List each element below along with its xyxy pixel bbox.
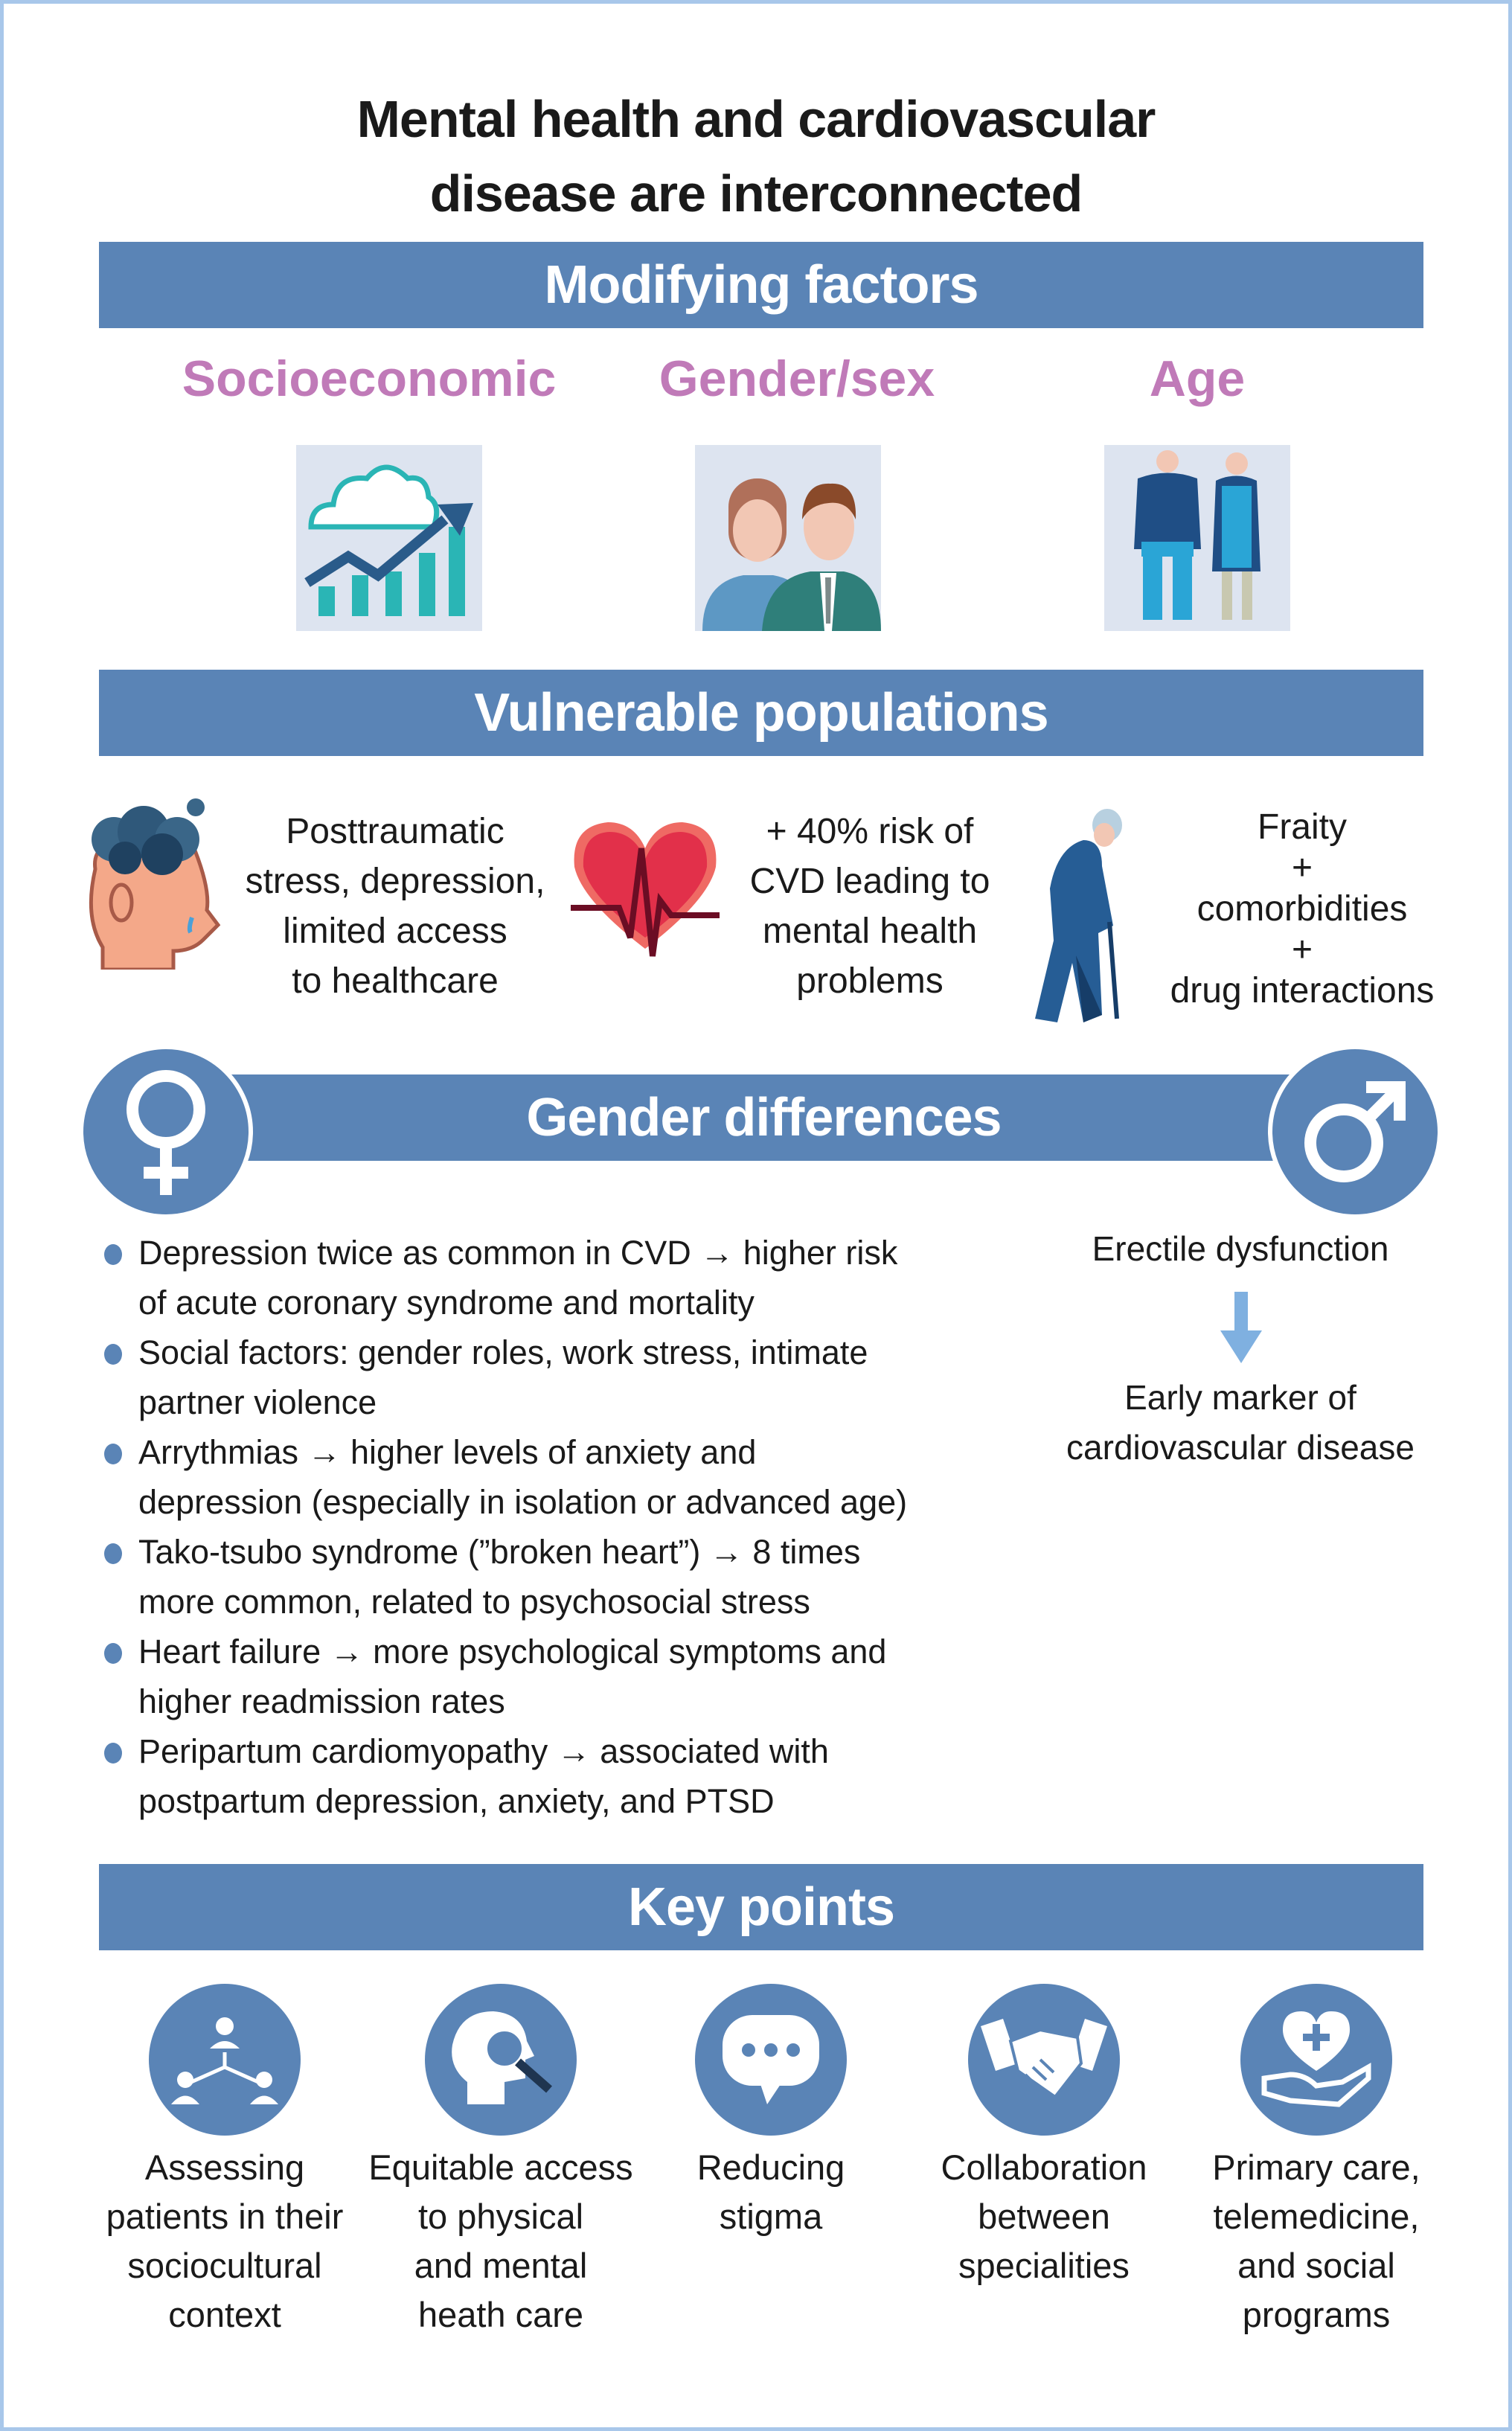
text-line: + bbox=[1291, 930, 1313, 970]
frailty-text: Fraity + comorbidities + drug interactio… bbox=[1116, 807, 1488, 1011]
text-line: to healthcare bbox=[292, 961, 499, 1001]
text-line: more common, related to psychosocial str… bbox=[138, 1583, 810, 1621]
text-line: partner violence bbox=[138, 1383, 377, 1421]
text-line: Tako-tsubo syndrome (”broken heart”) → 8… bbox=[138, 1533, 861, 1571]
text-line: context bbox=[168, 2295, 281, 2334]
female-symbol-icon bbox=[79, 1045, 253, 1219]
text-line: depression (especially in isolation or a… bbox=[138, 1483, 908, 1521]
text-line: stigma bbox=[719, 2197, 823, 2236]
key-point-equitable-access: Equitable access to physical and mental hea… bbox=[352, 2143, 650, 2339]
cloud-growth-chart-icon bbox=[296, 445, 482, 631]
gender-sex-heading: Gender/sex bbox=[659, 350, 935, 407]
text-line: Social factors: gender roles, work stres… bbox=[138, 1333, 868, 1371]
vulnerable-populations-banner: Vulnerable populations bbox=[99, 670, 1423, 756]
text-line: and mental bbox=[414, 2246, 588, 2285]
text-line: stress, depression, bbox=[245, 862, 545, 901]
text-line: limited access bbox=[283, 912, 507, 951]
text-line: Heart failure → more psychological sympt… bbox=[138, 1633, 887, 1671]
text-line: Fraity bbox=[1258, 807, 1347, 847]
text-line: Depression twice as common in CVD → high… bbox=[138, 1234, 898, 1272]
down-arrow-icon bbox=[1220, 1292, 1262, 1367]
title-line-2: disease are interconnected bbox=[429, 164, 1083, 222]
elderly-man-cane-icon bbox=[1031, 807, 1135, 1030]
text-line: + bbox=[1291, 848, 1313, 888]
list-item: Peripartum cardiomyopathy → associated w… bbox=[104, 1726, 1071, 1826]
gender-differences-banner: Gender differences bbox=[163, 1074, 1365, 1161]
list-item: Heart failure → more psychological sympt… bbox=[104, 1627, 1071, 1726]
text-line: Equitable access bbox=[368, 2147, 633, 2187]
key-points-banner: Key points bbox=[99, 1864, 1423, 1950]
gender-bullet-list: Depression twice as common in CVD → high… bbox=[104, 1228, 1071, 1826]
key-point-reducing-stigma: Reducing stigma bbox=[630, 2143, 912, 2241]
cvd-risk-text: + 40% risk of CVD leading to mental heal… bbox=[684, 807, 1056, 1006]
text-line: higher readmission rates bbox=[138, 1682, 505, 1720]
male-symbol-icon bbox=[1268, 1045, 1442, 1219]
list-item: Depression twice as common in CVD → high… bbox=[104, 1228, 1071, 1327]
socioeconomic-heading: Socioeconomic bbox=[182, 350, 557, 407]
text-line: Posttraumatic bbox=[286, 812, 504, 851]
list-item: Social factors: gender roles, work stres… bbox=[104, 1327, 1071, 1427]
erectile-dysfunction-text: Erectile dysfunction bbox=[1092, 1229, 1389, 1268]
text-line: postpartum depression, anxiety, and PTSD bbox=[138, 1782, 775, 1820]
head-magnifier-icon bbox=[425, 1984, 577, 2136]
text-line: patients in their bbox=[106, 2197, 344, 2236]
ptsd-text: Posttraumatic stress, depression, limite… bbox=[209, 807, 581, 1006]
page-title: Mental health and cardiovascular disease… bbox=[0, 82, 1512, 231]
text-line: Peripartum cardiomyopathy → associated w… bbox=[138, 1732, 829, 1770]
text-line: heath care bbox=[417, 2295, 584, 2334]
text-line: problems bbox=[796, 961, 944, 1001]
modifying-factors-banner: Modifying factors bbox=[99, 242, 1423, 328]
text-line: Early marker of bbox=[1124, 1378, 1356, 1417]
age-heading: Age bbox=[1149, 350, 1246, 407]
early-marker-text: Early marker of cardiovascular disease bbox=[1054, 1373, 1426, 1473]
key-point-assessing: Assessing patients in their sociocultural c… bbox=[83, 2143, 366, 2339]
key-point-collaboration: Collaboration between specialities bbox=[903, 2143, 1185, 2290]
text-line: CVD leading to bbox=[749, 862, 990, 901]
text-line: comorbidities bbox=[1197, 889, 1408, 929]
people-network-icon bbox=[149, 1984, 301, 2136]
list-item: Arrythmias → higher levels of anxiety an… bbox=[104, 1427, 1071, 1527]
text-line: of acute coronary syndrome and mortality bbox=[138, 1284, 755, 1322]
elderly-couple-icon bbox=[1104, 445, 1290, 631]
handshake-icon bbox=[968, 1984, 1120, 2136]
woman-man-icon bbox=[695, 445, 881, 631]
text-line: programs bbox=[1242, 2295, 1391, 2334]
text-line: + 40% risk of bbox=[766, 812, 974, 851]
stressed-head-icon bbox=[80, 798, 222, 973]
text-line: and social bbox=[1237, 2246, 1395, 2285]
text-line: drug interactions bbox=[1170, 971, 1435, 1010]
list-item: Tako-tsubo syndrome (”broken heart”) → 8… bbox=[104, 1527, 1071, 1627]
heartbeat-heart-icon bbox=[567, 819, 723, 964]
text-line: sociocultural bbox=[127, 2246, 322, 2285]
text-line: Reducing bbox=[696, 2147, 845, 2187]
heart-hand-icon bbox=[1240, 1984, 1392, 2136]
text-line: Primary care, bbox=[1212, 2147, 1420, 2187]
text-line: between bbox=[978, 2197, 1110, 2236]
text-line: Collaboration bbox=[941, 2147, 1147, 2187]
text-line: Arrythmias → higher levels of anxiety an… bbox=[138, 1433, 757, 1471]
text-line: Assessing bbox=[144, 2147, 305, 2187]
speech-bubble-icon bbox=[695, 1984, 847, 2136]
key-point-primary-care: Primary care, telemedicine, and social prog… bbox=[1175, 2143, 1458, 2339]
text-line: mental health bbox=[762, 912, 978, 951]
title-line-1: Mental health and cardiovascular bbox=[356, 90, 1156, 148]
text-line: to physical bbox=[417, 2197, 584, 2236]
text-line: specialities bbox=[958, 2246, 1130, 2285]
text-line: telemedicine, bbox=[1213, 2197, 1420, 2236]
text-line: cardiovascular disease bbox=[1066, 1428, 1415, 1467]
